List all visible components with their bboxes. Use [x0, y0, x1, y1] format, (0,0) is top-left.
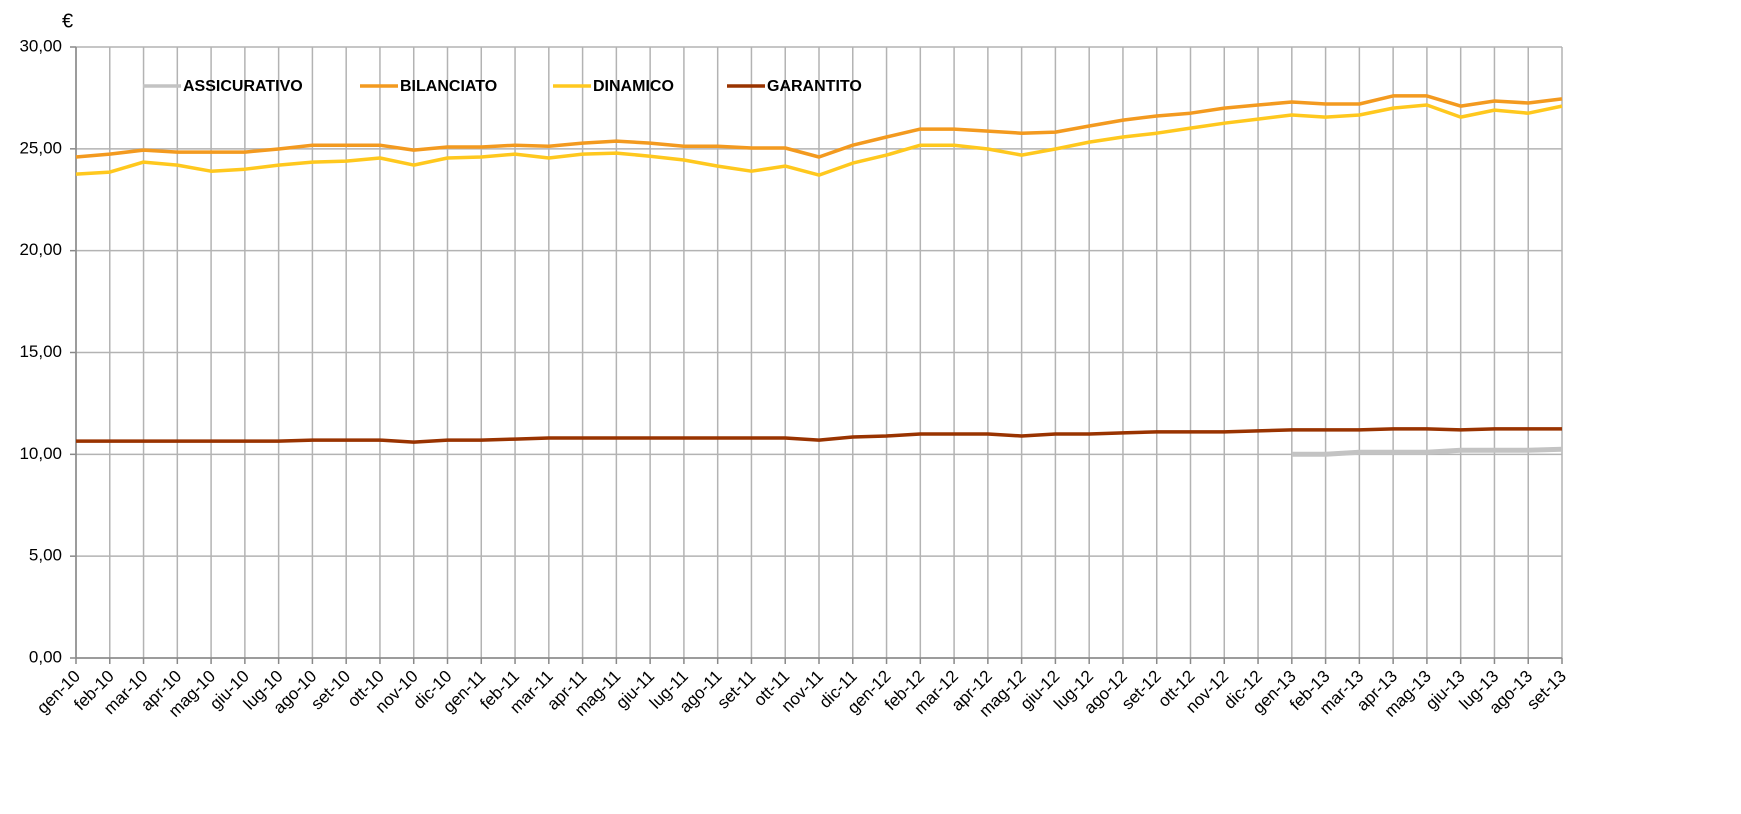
x-tick-label: set-10: [307, 667, 354, 714]
x-tick-label: set-11: [713, 667, 759, 713]
y-tick-label: 30,00: [19, 36, 62, 55]
x-tick-label: set-13: [1523, 667, 1570, 714]
y-tick-label: 10,00: [19, 444, 62, 463]
y-tick-label: 5,00: [29, 546, 62, 565]
series-line: [76, 427, 1562, 444]
legend-label: GARANTITO: [767, 78, 862, 95]
legend-label: BILANCIATO: [400, 78, 497, 95]
series-line: [75, 103, 1563, 177]
x-tick-label: set-12: [1118, 667, 1165, 714]
series-line: [75, 94, 1563, 159]
x-tick-label: gen-10: [33, 667, 84, 718]
y-tick-label: 15,00: [19, 342, 62, 361]
legend-label: DINAMICO: [593, 78, 674, 95]
y-tick-label: 0,00: [29, 647, 62, 666]
series-line: [1291, 446, 1563, 457]
y-axis-label: €: [62, 10, 73, 32]
y-tick-label: 25,00: [19, 138, 62, 157]
y-tick-label: 20,00: [19, 240, 62, 259]
legend-label: ASSICURATIVO: [183, 78, 303, 95]
